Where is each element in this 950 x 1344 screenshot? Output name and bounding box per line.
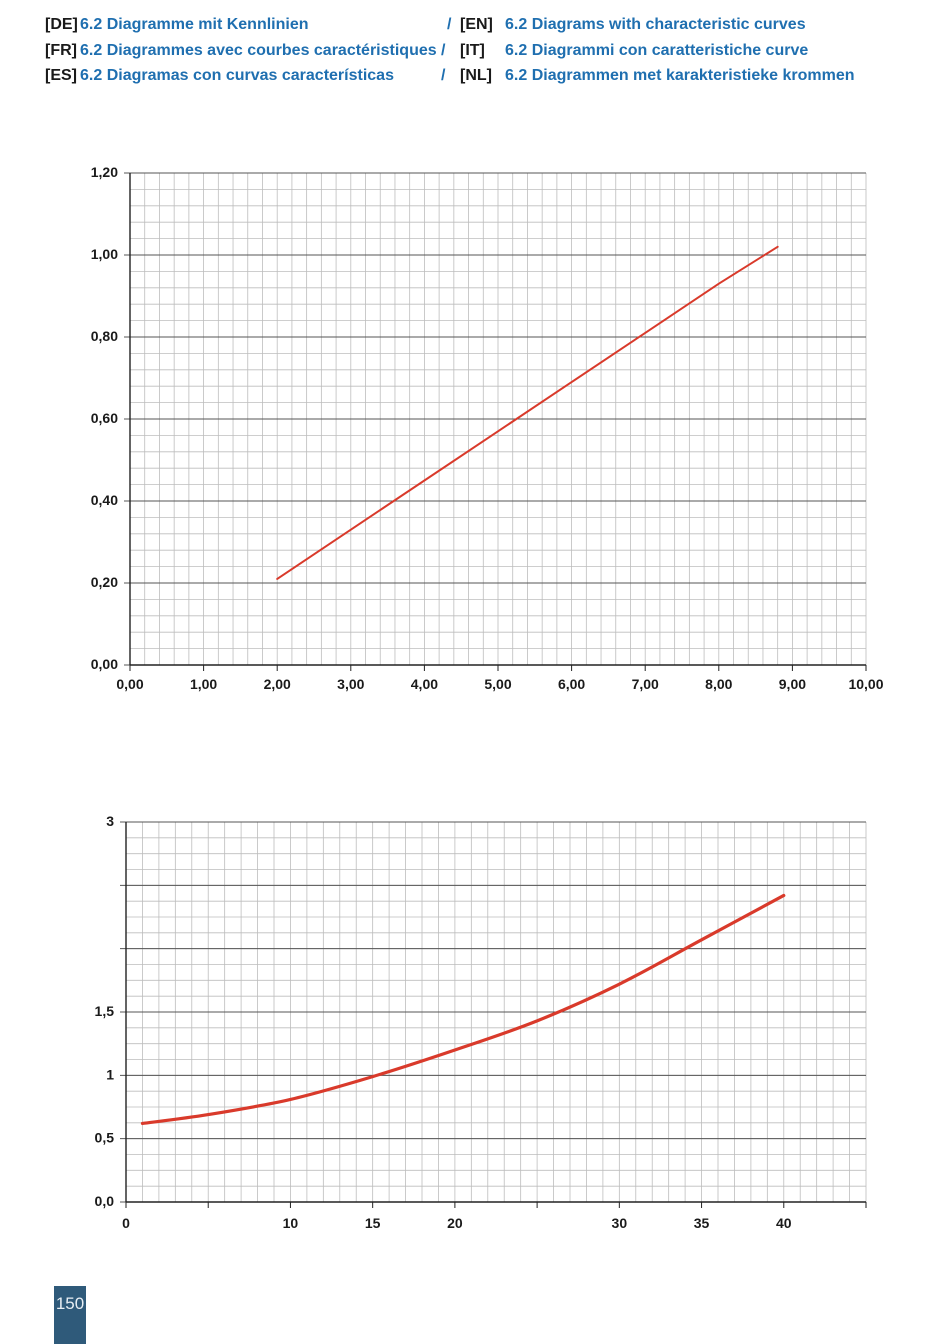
x-tick-label: 20 [447, 1215, 463, 1231]
x-tick-label: 3,00 [337, 676, 364, 692]
section-title: 6.2 Diagramas con curvas características [80, 67, 394, 84]
title-separator: / [447, 16, 452, 33]
chart-linear: 0,00 1,00 2,00 3,00 4,00 5,00 6,00 7,00 8,00 9,00… [91, 164, 884, 692]
y-tick-label: 3 [106, 813, 114, 829]
language-code: [DE] [45, 16, 78, 33]
section-title: 6.2 Diagrams with characteristic curves [505, 16, 806, 33]
x-tick-label: 30 [612, 1215, 628, 1231]
y-tick-label: 0,40 [91, 492, 118, 508]
section-title: 6.2 Diagrammen met karakteristieke kromm… [505, 67, 855, 84]
y-tick-label: 1 [106, 1066, 114, 1082]
x-tick-label: 10 [283, 1215, 299, 1231]
x-tick-label: 0 [122, 1215, 130, 1231]
y-tick-label: 0,20 [91, 574, 118, 590]
language-code: [EN] [460, 16, 493, 33]
y-tick-label: 0,00 [91, 656, 118, 672]
x-tick-label: 9,00 [779, 676, 806, 692]
x-tick-label: 6,00 [558, 676, 585, 692]
y-tick-label: 1,20 [91, 164, 118, 180]
chart-curve: 0 10 15 20 30 35 40 0,0 0,5 1 1,5 3 [95, 813, 867, 1231]
x-tick-label: 35 [694, 1215, 710, 1231]
x-tick-label: 8,00 [705, 676, 732, 692]
x-tick-label: 2,00 [264, 676, 291, 692]
x-tick-label: 15 [365, 1215, 381, 1231]
x-tick-label: 40 [776, 1215, 792, 1231]
x-tick-label: 1,00 [190, 676, 217, 692]
y-tick-label: 0,5 [95, 1130, 115, 1146]
series-line [140, 893, 786, 1126]
x-tick-label: 10,00 [848, 676, 883, 692]
language-code: [IT] [460, 42, 485, 59]
series-line [276, 245, 779, 580]
y-tick-label: 1,00 [91, 246, 118, 262]
language-code: [FR] [45, 42, 77, 59]
language-code: [NL] [460, 67, 492, 84]
x-tick-label: 7,00 [632, 676, 659, 692]
y-tick-label: 0,60 [91, 410, 118, 426]
title-separator: / [441, 67, 446, 84]
page-number: 150 [54, 1286, 86, 1344]
x-tick-label: 5,00 [484, 676, 511, 692]
y-tick-label: 0,80 [91, 328, 118, 344]
y-tick-label: 1,5 [95, 1003, 115, 1019]
section-title: 6.2 Diagramme mit Kennlinien [80, 16, 309, 33]
section-title: 6.2 Diagrammes avec courbes caractéristi… [80, 42, 437, 59]
x-tick-label: 4,00 [411, 676, 438, 692]
title-separator: / [441, 42, 446, 59]
language-code: [ES] [45, 67, 77, 84]
x-tick-label: 0,00 [116, 676, 143, 692]
section-title: 6.2 Diagrammi con caratteristiche curve [505, 42, 809, 59]
y-tick-label: 0,0 [95, 1193, 115, 1209]
